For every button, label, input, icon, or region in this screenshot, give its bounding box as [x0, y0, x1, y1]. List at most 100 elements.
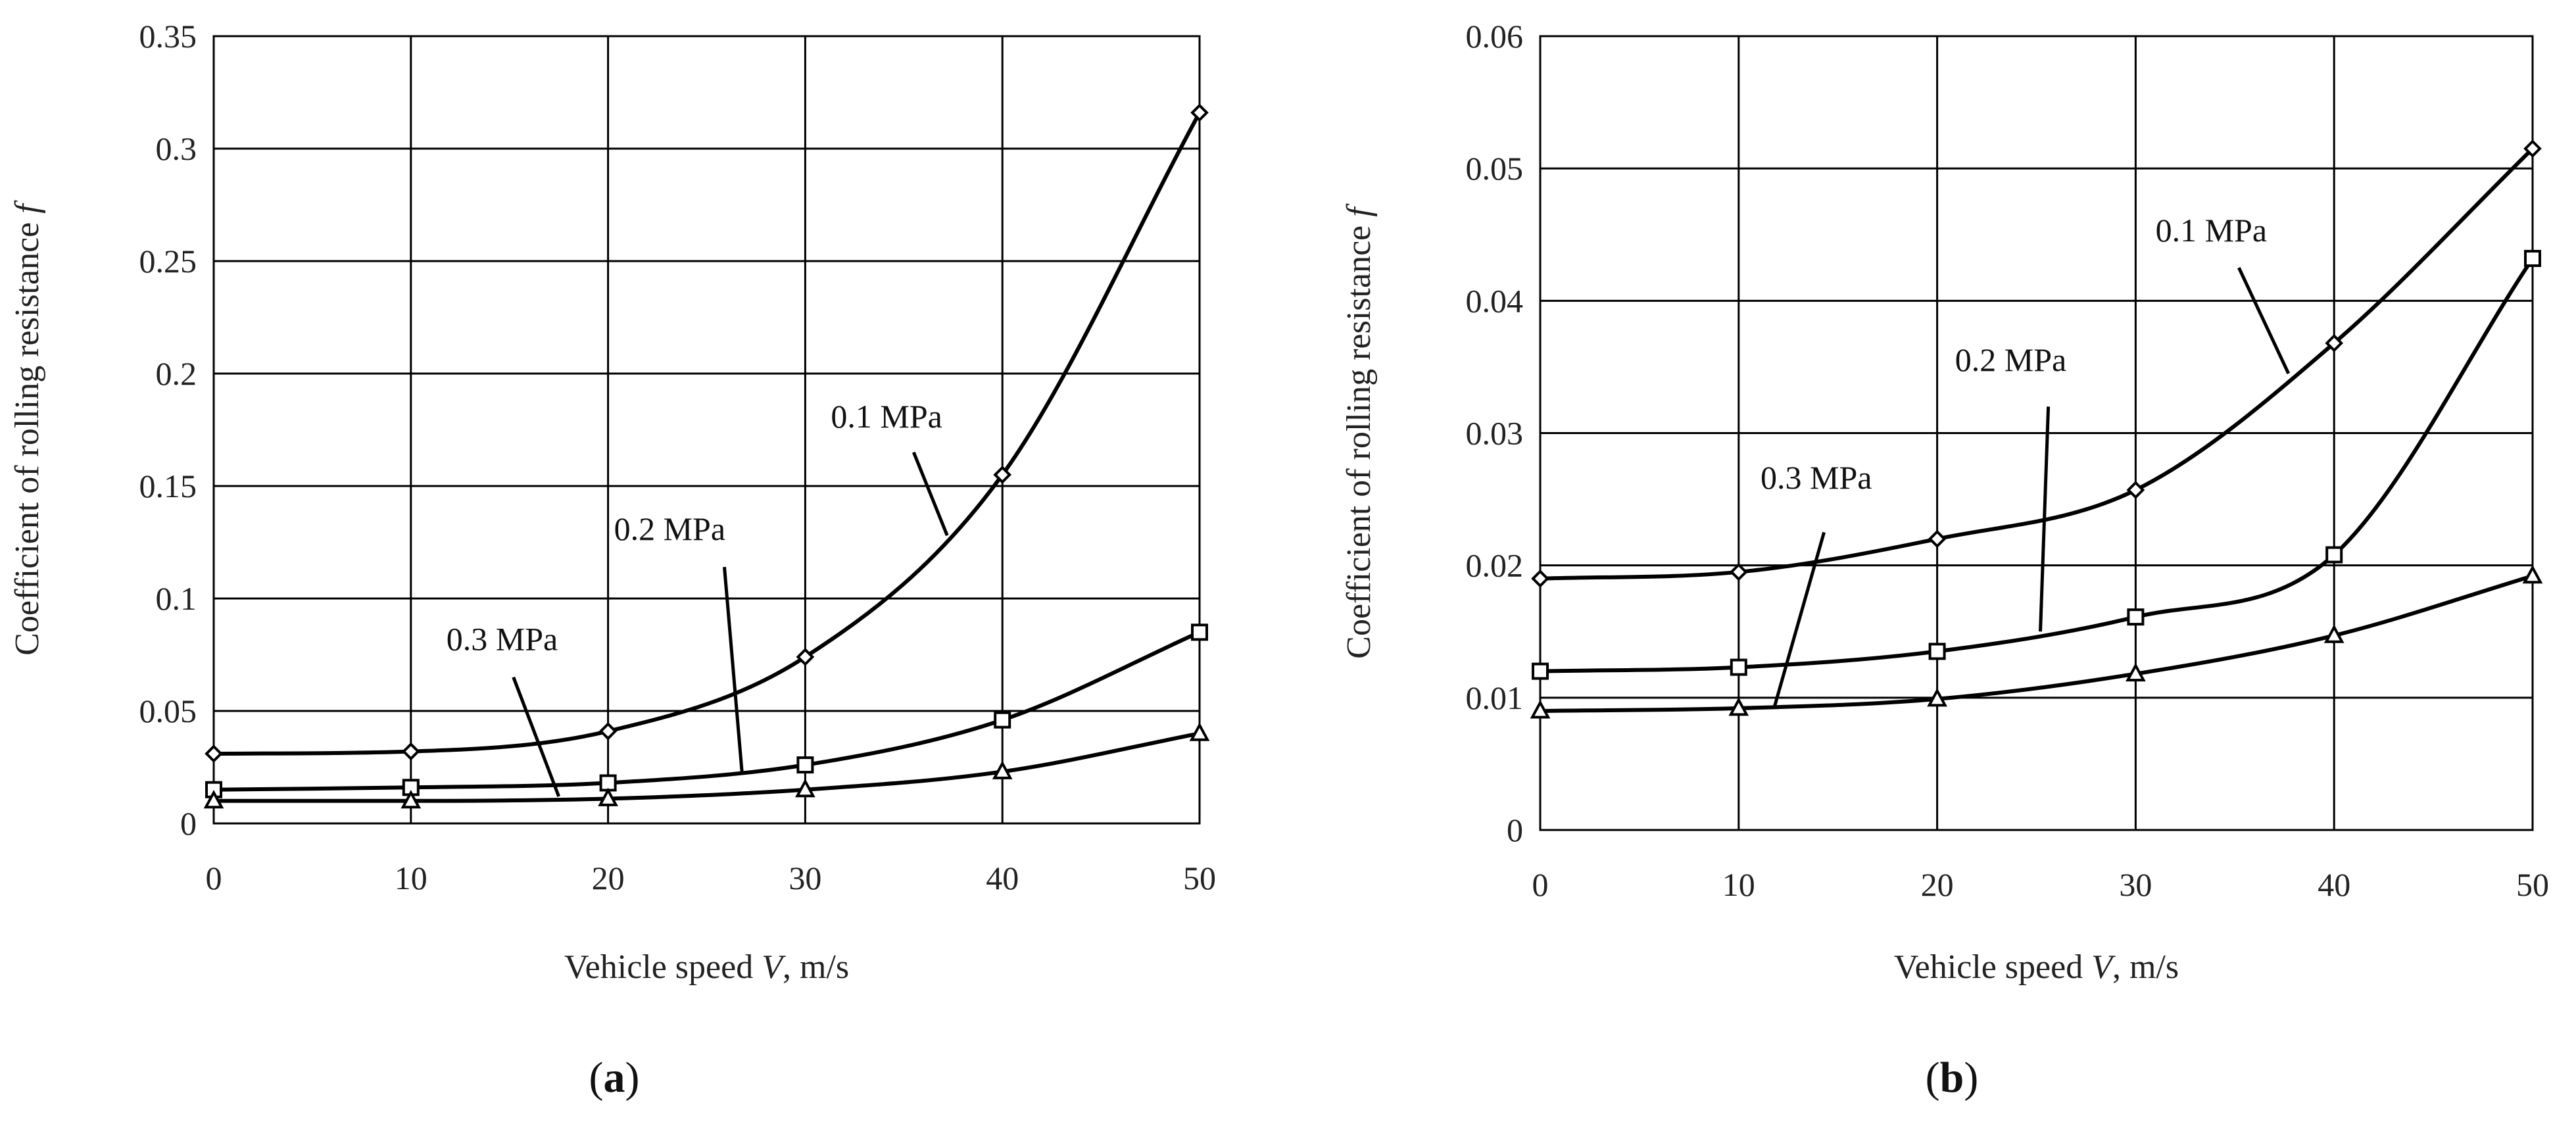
- data-point-triangle: [2323, 624, 2345, 643]
- x-tick-label: 30: [2119, 866, 2152, 903]
- x-axis-title-suffix: , m/s: [2112, 948, 2179, 986]
- y-tick-label: 0: [180, 805, 197, 842]
- x-tick-label: 30: [789, 860, 821, 896]
- annotation-leader-line: [2039, 406, 2051, 632]
- x-axis-title-prefix: Vehicle speed: [564, 948, 762, 986]
- data-point-square: [2524, 249, 2541, 267]
- y-tick-label: 0.04: [1466, 282, 1524, 319]
- data-point-diamond: [796, 648, 815, 666]
- data-point-triangle: [401, 789, 422, 809]
- data-point-square: [2325, 546, 2343, 564]
- y-axis-title-text: Coefficient of rolling resistance: [1340, 217, 1378, 659]
- chart-panel-b: 0.1 MPa 0.2 MPa 0.3 MPa 0 10 20 30 40 50 0 0.01 0.…: [1340, 18, 2549, 986]
- x-axis-title-symbol: V: [2091, 948, 2116, 986]
- data-point-square: [994, 711, 1011, 729]
- data-point-diamond: [2126, 481, 2145, 499]
- panel-label-a: (a): [589, 1054, 640, 1102]
- data-point-diamond: [401, 742, 420, 761]
- x-axis-title-symbol: V: [762, 948, 786, 986]
- data-point-square: [1191, 623, 1208, 641]
- y-tick-label: 0.02: [1466, 547, 1524, 584]
- panel-label-a-letter: a: [604, 1054, 625, 1102]
- y-tick-label: 0.2: [156, 355, 197, 392]
- annotation-leader-line: [911, 451, 949, 537]
- x-tick-label: 20: [592, 860, 625, 896]
- x-tick-label: 40: [986, 860, 1019, 896]
- plot-frame: [1539, 35, 2534, 831]
- chart-panel-a: 0.1 MPa 0.2 MPa 0.3 MPa 0 10 20 30 40 50 0 0.05 0.…: [9, 18, 1216, 986]
- panel-label-b: (b): [1926, 1054, 1979, 1102]
- panel-label-b-letter: b: [1940, 1054, 1964, 1102]
- data-point-diamond: [2523, 139, 2542, 158]
- annotation-leader-line: [512, 676, 560, 797]
- data-point-square: [2127, 608, 2145, 626]
- y-tick-label: 0.15: [139, 468, 197, 504]
- y-tick-label: 0.1: [156, 580, 197, 617]
- annotation-leader-line: [1772, 531, 1826, 708]
- data-point-diamond: [993, 466, 1012, 484]
- y-tick-label: 0.01: [1466, 679, 1524, 716]
- x-axis-title: Vehicle speed V, m/s: [1894, 948, 2179, 986]
- y-tick-label: 0.03: [1466, 415, 1524, 452]
- y-axis-title-symbol: f: [9, 200, 46, 214]
- annotation-leader-line: [2237, 266, 2291, 375]
- annotation-leader-line: [722, 566, 744, 774]
- y-axis-title-symbol: f: [1340, 203, 1378, 217]
- y-tick-label: 0.3: [156, 130, 197, 167]
- y-tick-label: 0: [1507, 812, 1523, 848]
- x-tick-label: 50: [2516, 866, 2549, 903]
- data-point-triangle: [1927, 687, 1947, 707]
- panel-label-b-open: (: [1926, 1054, 1940, 1102]
- data-point-diamond: [598, 721, 618, 741]
- x-axis-title: Vehicle speed V, m/s: [564, 948, 849, 986]
- data-point-triangle: [598, 787, 618, 806]
- data-point-triangle: [2522, 564, 2543, 584]
- y-axis-title: Coefficient of rolling resistance f: [1340, 203, 1378, 659]
- data-point-triangle: [992, 760, 1013, 779]
- y-axis-title: Coefficient of rolling resistance f: [9, 200, 46, 656]
- series-line-0-2-mpa: [213, 630, 1201, 792]
- y-tick-label: 0.25: [139, 243, 197, 280]
- data-point-diamond: [2325, 333, 2344, 353]
- x-tick-label: 10: [395, 860, 427, 896]
- series-line-0-2-mpa: [1540, 257, 2535, 673]
- plot-frame: [212, 35, 1201, 825]
- data-point-diamond: [1928, 529, 1947, 549]
- data-point-diamond: [1190, 103, 1209, 122]
- data-point-square: [1928, 643, 1946, 660]
- x-tick-label: 0: [206, 860, 222, 896]
- series-line-0-3-mpa: [1540, 573, 2533, 713]
- data-point-triangle: [2126, 662, 2146, 682]
- x-tick-label: 40: [2318, 866, 2350, 903]
- series-annotation-label: 0.2 MPa: [1955, 341, 2066, 378]
- series-annotation-label: 0.3 MPa: [447, 621, 558, 658]
- y-tick-label: 0.35: [139, 18, 197, 55]
- data-point-triangle: [795, 778, 815, 798]
- data-point-triangle: [1728, 697, 1749, 716]
- x-tick-label: 10: [1722, 866, 1755, 903]
- x-axis-title-prefix: Vehicle speed: [1894, 948, 2091, 986]
- series-line-0-1-mpa: [213, 111, 1202, 756]
- series-line-0-1-mpa: [1540, 147, 2535, 581]
- series-annotation-label: 0.2 MPa: [614, 510, 725, 547]
- data-point-triangle: [203, 789, 224, 809]
- panel-label-a-close: ): [625, 1054, 640, 1102]
- y-tick-label: 0.05: [1466, 150, 1524, 187]
- x-tick-label: 20: [1921, 866, 1954, 903]
- y-tick-label: 0.06: [1466, 18, 1524, 55]
- data-point-square: [1532, 662, 1549, 680]
- data-point-square: [1730, 658, 1747, 676]
- data-point-triangle: [1189, 722, 1210, 741]
- data-point-diamond: [205, 744, 223, 763]
- x-tick-label: 50: [1183, 860, 1216, 896]
- series-annotation-label: 0.1 MPa: [2156, 212, 2267, 249]
- data-point-diamond: [1729, 562, 1748, 581]
- data-point-square: [796, 756, 814, 774]
- series-line-0-3-mpa: [214, 731, 1200, 803]
- y-axis-title-text: Coefficient of rolling resistance: [9, 214, 46, 656]
- data-point-diamond: [1531, 569, 1549, 588]
- y-tick-label: 0.05: [139, 693, 197, 729]
- panel-label-b-close: ): [1964, 1054, 1978, 1102]
- series-annotation-label: 0.3 MPa: [1761, 459, 1872, 496]
